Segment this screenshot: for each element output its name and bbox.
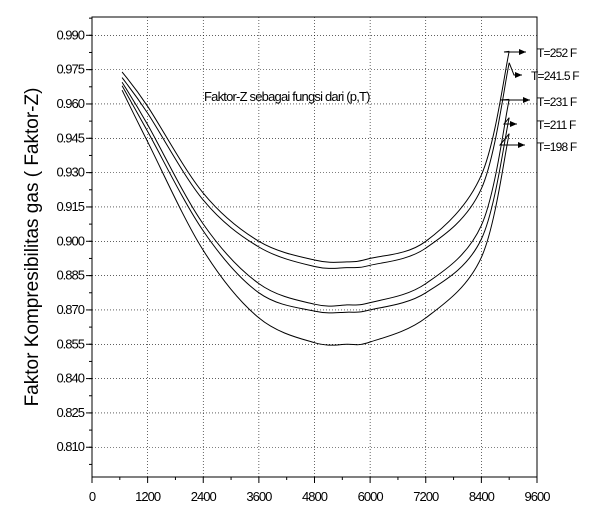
y-tick-label: 0.990: [56, 27, 84, 42]
x-tick-label: 8400: [469, 489, 495, 504]
y-tick-label: 0.885: [56, 268, 84, 283]
series-line: [121, 51, 510, 263]
series-label: T=241.5 F: [531, 69, 579, 83]
y-tick-label: 0.900: [56, 233, 84, 248]
series-label: T=198 F: [537, 140, 577, 154]
y-tick-label: 0.855: [56, 336, 84, 351]
x-tick-label: 0: [89, 489, 96, 504]
y-tick-label: 0.975: [56, 62, 84, 77]
y-tick-label: 0.870: [56, 302, 84, 317]
y-axis-title: Faktor Kompresibilitas gas ( Faktor-Z): [22, 88, 43, 407]
series-labels: T=252 F T=241.5 F T=231 F T=211 F T=198 F: [498, 46, 580, 154]
x-tick-label: 1200: [135, 489, 161, 504]
grid: [92, 17, 537, 477]
x-tick-label: 2400: [191, 489, 217, 504]
y-tick-label: 0.825: [56, 405, 84, 420]
x-tick-label: 7200: [413, 489, 439, 504]
series-line: [121, 62, 510, 269]
series-lines: [121, 51, 510, 346]
y-tick-label: 0.915: [56, 199, 84, 214]
series-line: [121, 89, 510, 346]
series-leader-line: [503, 50, 526, 53]
y-tick-label: 0.930: [56, 165, 84, 180]
series-label: T=231 F: [537, 95, 577, 109]
y-tick-label: 0.810: [56, 439, 84, 454]
series-arrowhead: [518, 142, 525, 148]
series-leader-line: [499, 98, 530, 101]
series-line: [121, 81, 510, 307]
x-tick-label: 9600: [525, 489, 551, 504]
series-arrowhead: [510, 121, 517, 127]
y-tick-label: 0.840: [56, 371, 84, 386]
series-label: T=252 F: [537, 46, 577, 60]
x-tick-label: 3600: [246, 489, 272, 504]
series-label: T=211 F: [537, 118, 576, 132]
x-tick-label: 4800: [302, 489, 328, 504]
series-arrowhead: [523, 97, 530, 103]
series-arrowhead: [519, 49, 526, 55]
y-axis: 0.810 0.825 0.840 0.855 0.870 0.885 0.900 0.915…: [56, 17, 92, 465]
series-arrowhead: [515, 72, 522, 78]
y-tick-label: 0.960: [56, 96, 84, 111]
chart-annotation: Faktor-Z sebagai fungsi dari (p,T): [204, 89, 370, 104]
x-axis: 0 1200 2400 3600 4800 6000 7200 8400 9600: [89, 477, 551, 504]
x-tick-label: 6000: [358, 489, 384, 504]
y-tick-label: 0.945: [56, 130, 84, 145]
series-line: [121, 85, 510, 314]
series-leader-line: [498, 133, 525, 146]
